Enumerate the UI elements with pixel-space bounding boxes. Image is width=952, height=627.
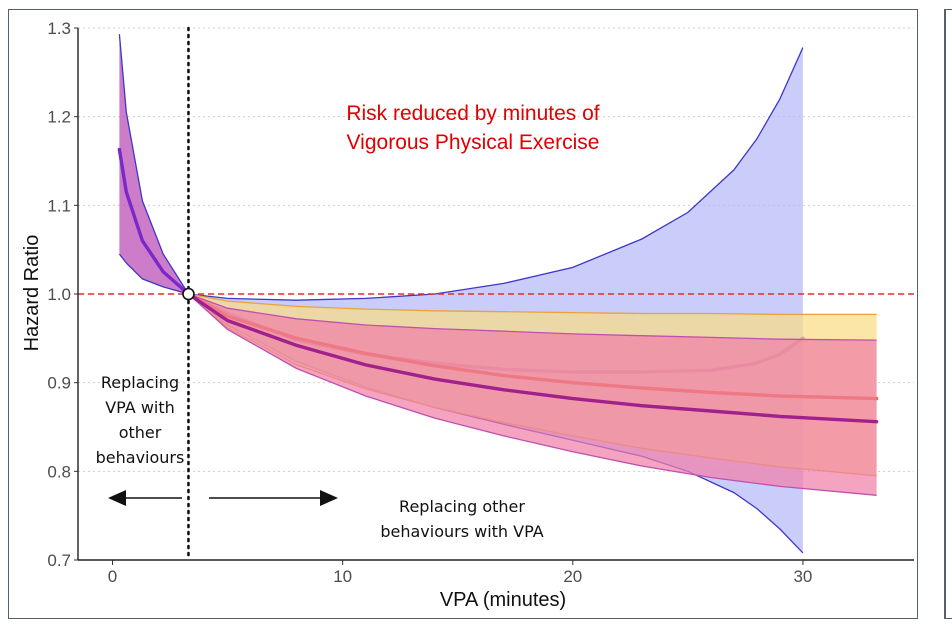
left-note-line-4: behaviours	[96, 448, 185, 467]
x-tick-label: 20	[563, 567, 582, 586]
band-upper-edge	[118, 34, 190, 295]
left-arrow-head	[108, 490, 126, 506]
y-tick-label: 0.9	[47, 374, 71, 393]
estimate-line	[186, 292, 879, 424]
confidence-band	[119, 34, 189, 294]
left-note-line-1: Replacing	[101, 373, 179, 392]
y-axis-title: Hazard Ratio	[21, 235, 43, 352]
right-note-line-2: behaviours with VPA	[380, 522, 543, 541]
y-tick-label: 1.0	[47, 285, 71, 304]
x-tick-label: 0	[108, 567, 117, 586]
right-note-line-1: Replacing other	[399, 497, 525, 516]
risk-note-line-1: Risk reduced by minutes of	[346, 102, 599, 125]
series-layer	[117, 34, 879, 554]
reference-lines	[78, 26, 918, 562]
band-upper-edge	[188, 293, 877, 341]
band-upper-edge	[188, 47, 804, 301]
y-tick-label: 1.3	[47, 19, 71, 38]
y-tick-label: 1.2	[47, 108, 71, 127]
risk-note-line-2: Vigorous Physical Exercise	[347, 131, 600, 154]
band-lower-edge	[188, 293, 877, 496]
axes: 0.7 0.8 0.9 1.0 1.1 1.2 1.3 0 10 20 30	[47, 19, 914, 586]
x-axis-title: VPA (minutes)	[440, 589, 566, 611]
left-note-line-3: other	[119, 423, 162, 442]
y-tick-label: 0.7	[47, 551, 71, 570]
y-tick-label: 1.1	[47, 196, 71, 215]
band-upper-edge	[188, 293, 877, 316]
y-tick-label: 0.8	[47, 462, 71, 481]
x-tick-label: 10	[333, 567, 352, 586]
right-arrow-head	[320, 490, 338, 506]
right-arrow	[209, 490, 338, 506]
reference-point	[182, 287, 195, 301]
left-arrow	[108, 490, 182, 506]
adjacent-panel-edge	[944, 9, 952, 619]
band-lower-edge	[118, 253, 189, 295]
estimate-line	[117, 147, 191, 296]
x-tick-label: 30	[793, 567, 812, 586]
left-note-line-2: VPA with	[105, 398, 175, 417]
